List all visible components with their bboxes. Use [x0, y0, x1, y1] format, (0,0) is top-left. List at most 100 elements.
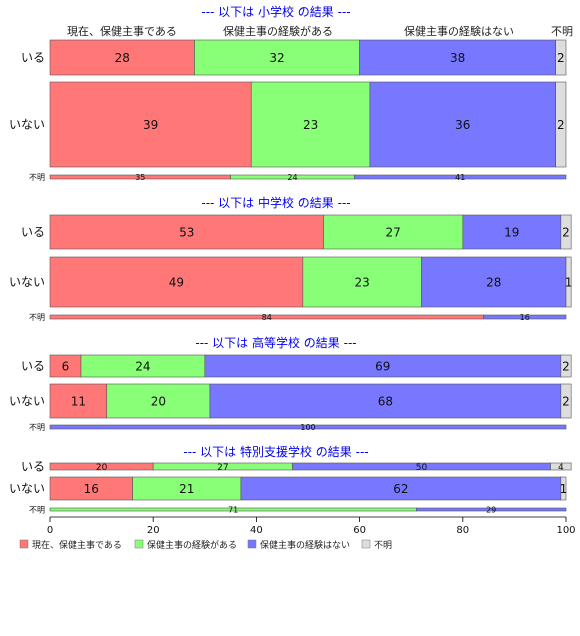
- legend-label: 現在、保健主事である: [32, 539, 122, 551]
- panel: --- 以下は 中学校 の結果 --- いる 53 27 19 2 いない 49 23 28 1 不明…: [9, 195, 572, 322]
- bar-segment: [560, 476, 567, 501]
- bar-row: いる 20 27 50 4: [21, 460, 572, 474]
- x-tick-label: 100: [556, 525, 575, 536]
- bar-row: 不明 100: [29, 423, 567, 432]
- bar-segment: [49, 383, 108, 419]
- row-label: いない: [9, 394, 45, 408]
- data-label: 29: [486, 506, 496, 515]
- panel-title: --- 以下は 小学校 の結果 ---: [201, 4, 350, 19]
- data-label: 2: [562, 226, 570, 240]
- column-headers: 現在、保健主事である 保健主事の経験がある 保健主事の経験はない 不明: [67, 24, 573, 38]
- panel: --- 以下は 小学校 の結果 --- いる 28 32 38 2 いない 39 23 36 2 不明…: [9, 4, 567, 182]
- data-label: 32: [269, 51, 284, 65]
- bar-segment: [369, 81, 556, 168]
- bar-segment: [49, 256, 304, 308]
- row-label: 不明: [29, 313, 45, 322]
- data-label: 38: [450, 51, 465, 65]
- data-label: 1: [560, 482, 568, 496]
- column-header-current: 現在、保健主事である: [67, 24, 177, 38]
- bar-row: いる 53 27 19 2: [21, 214, 572, 250]
- bar-segment: [416, 507, 567, 512]
- bar-segment: [462, 214, 562, 250]
- data-label: 36: [455, 118, 470, 132]
- bar-segment: [49, 424, 567, 430]
- bar-row: いない 11 20 68 2: [9, 383, 572, 419]
- bar-row: 不明 84 16: [29, 313, 567, 322]
- x-tick-label: 40: [250, 525, 263, 536]
- legend-label: 保健主事の経験はない: [260, 539, 350, 551]
- bar-segment: [550, 462, 572, 471]
- column-header-experienced: 保健主事の経験がある: [223, 24, 333, 38]
- data-label: 53: [179, 226, 194, 240]
- data-label: 2: [557, 51, 565, 65]
- row-label: いない: [9, 482, 45, 496]
- row-label: 不明: [29, 506, 45, 515]
- bar-segment: [106, 383, 211, 419]
- legend-swatch: [19, 539, 29, 549]
- bar-segment: [421, 256, 567, 308]
- data-label: 100: [300, 423, 315, 432]
- data-label: 28: [115, 51, 130, 65]
- data-label: 71: [228, 506, 238, 515]
- bar-segment: [359, 39, 556, 76]
- panel-title: --- 以下は 特別支援学校 の結果 ---: [183, 444, 368, 459]
- column-header-none: 保健主事の経験はない: [404, 24, 514, 38]
- data-label: 28: [486, 276, 501, 290]
- legend: 現在、保健主事である 保健主事の経験がある 保健主事の経験はない 不明: [19, 539, 392, 551]
- legend-swatch: [361, 539, 371, 549]
- legend-label: 不明: [374, 540, 392, 551]
- data-label: 11: [71, 395, 86, 409]
- row-label: いない: [9, 118, 45, 132]
- bar-segment: [250, 81, 371, 168]
- column-header-unknown: 不明: [551, 25, 573, 38]
- legend-swatch: [134, 539, 144, 549]
- bar-segment: [49, 81, 252, 168]
- data-label: 27: [217, 463, 228, 473]
- data-label: 62: [393, 482, 408, 496]
- x-tick-label: 60: [353, 525, 366, 536]
- bar-segment: [49, 214, 324, 250]
- row-label: いない: [9, 275, 45, 289]
- panel-title: --- 以下は 中学校 の結果 ---: [201, 195, 350, 210]
- data-label: 41: [455, 173, 465, 182]
- data-label: 23: [303, 118, 318, 132]
- bar-segment: [209, 383, 562, 419]
- bar-segment: [555, 39, 567, 76]
- bar-segment: [555, 81, 567, 168]
- panels: --- 以下は 小学校 の結果 --- いる 28 32 38 2 いない 39 23 36 2 不明…: [9, 4, 572, 515]
- data-label: 68: [378, 395, 393, 409]
- data-label: 24: [135, 360, 150, 374]
- bar-row: いる 6 24 69 2: [21, 354, 572, 378]
- data-label: 16: [84, 482, 99, 496]
- row-label: いる: [21, 359, 45, 373]
- bar-row: いない 49 23 28 1: [9, 256, 573, 308]
- data-label: 2: [562, 360, 570, 374]
- row-label: 不明: [29, 173, 45, 182]
- data-label: 23: [355, 276, 370, 290]
- data-label: 84: [262, 313, 272, 322]
- bar-row: いない 39 23 36 2: [9, 81, 567, 168]
- bar-row: いる 28 32 38 2: [21, 39, 567, 76]
- data-label: 69: [375, 360, 390, 374]
- data-label: 2: [557, 118, 565, 132]
- bar-segment: [560, 383, 572, 419]
- x-tick-label: 80: [456, 525, 469, 536]
- data-label: 16: [520, 313, 530, 322]
- data-label: 35: [135, 173, 145, 182]
- bar-row: いない 16 21 62 1: [9, 476, 568, 501]
- data-label: 19: [504, 226, 519, 240]
- legend-label: 保健主事の経験がある: [147, 539, 237, 551]
- bar-segment: [302, 256, 422, 308]
- bar-row: 不明 35 24 41: [29, 173, 567, 182]
- data-label: 1: [565, 276, 573, 290]
- bar-segment: [483, 314, 567, 320]
- row-label: いる: [21, 460, 45, 474]
- legend-swatch: [247, 539, 257, 549]
- data-label: 39: [143, 118, 158, 132]
- data-label: 6: [62, 360, 70, 374]
- data-label: 20: [151, 395, 166, 409]
- data-label: 21: [179, 482, 194, 496]
- panel: --- 以下は 高等学校 の結果 --- いる 6 24 69 2 いない 11 20 68 2 不明…: [9, 335, 572, 432]
